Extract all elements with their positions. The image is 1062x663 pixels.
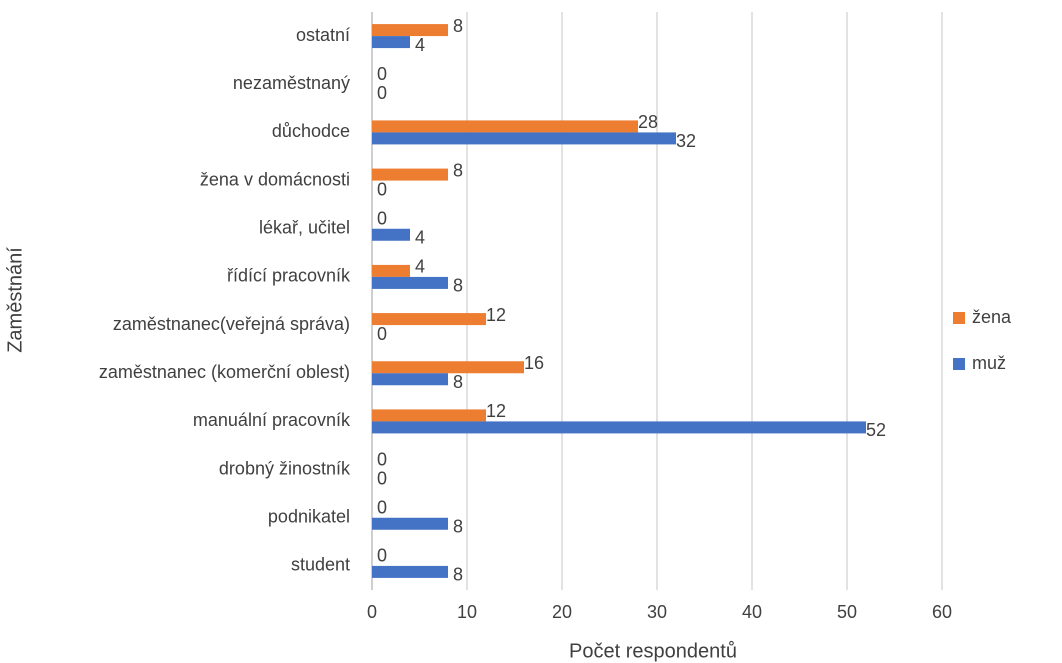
data-label: 0: [377, 468, 387, 488]
bar: [372, 565, 448, 578]
x-tick-label: 40: [742, 602, 762, 622]
x-tick-label: 20: [552, 602, 572, 622]
legend-swatch: [953, 312, 965, 324]
data-label: 0: [377, 209, 387, 229]
bar: [372, 168, 448, 181]
bar: [372, 313, 486, 326]
bar: [372, 120, 638, 133]
bar: [372, 421, 866, 434]
data-label: 16: [524, 353, 544, 373]
bar: [372, 132, 676, 145]
data-label: 0: [377, 64, 387, 84]
y-tick-label: důchodce: [272, 121, 350, 141]
legend-swatch: [953, 358, 965, 370]
data-label: 8: [453, 276, 463, 296]
legend-label: muž: [972, 353, 1006, 373]
bar: [372, 517, 448, 530]
x-tick-label: 50: [837, 602, 857, 622]
legend-label: žena: [972, 307, 1012, 327]
bar: [372, 24, 448, 37]
y-tick-label: drobný žinostník: [219, 458, 351, 478]
data-label: 0: [377, 449, 387, 469]
data-label: 8: [453, 565, 463, 585]
y-tick-label: lékař, učitel: [259, 218, 350, 238]
data-label: 0: [377, 498, 387, 518]
x-tick-label: 30: [647, 602, 667, 622]
bar: [372, 361, 524, 374]
x-tick-label: 60: [932, 602, 952, 622]
y-axis-label: Zaměstnání: [4, 247, 26, 353]
bar: [372, 264, 410, 277]
bar: [372, 228, 410, 241]
data-label: 52: [866, 420, 886, 440]
y-tick-label: zaměstnanec (komerční oblest): [99, 362, 350, 382]
bar: [372, 409, 486, 422]
data-label: 8: [453, 16, 463, 36]
data-label: 12: [486, 305, 506, 325]
data-label: 12: [486, 401, 506, 421]
x-tick-label: 0: [367, 602, 377, 622]
data-label: 0: [377, 179, 387, 199]
y-tick-label: zaměstnanec(veřejná správa): [113, 314, 350, 334]
y-tick-label: student: [291, 555, 350, 575]
y-tick-label: řídící pracovník: [227, 266, 351, 286]
y-tick-label: žena v domácnosti: [200, 169, 350, 189]
data-label: 0: [377, 83, 387, 103]
y-tick-label: podnikatel: [268, 507, 350, 527]
data-label: 8: [453, 517, 463, 537]
bar: [372, 36, 410, 49]
data-label: 0: [377, 546, 387, 566]
data-label: 8: [453, 160, 463, 180]
y-tick-label: ostatní: [296, 25, 350, 45]
data-label: 4: [415, 228, 425, 248]
data-label: 4: [415, 257, 425, 277]
bar: [372, 373, 448, 386]
data-label: 32: [676, 131, 696, 151]
y-tick-label: nezaměstnaný: [233, 73, 350, 93]
bar: [372, 276, 448, 289]
y-tick-label: manuální pracovník: [193, 410, 351, 430]
x-axis-label: Počet respondentů: [569, 640, 737, 662]
data-label: 4: [415, 35, 425, 55]
x-tick-label: 10: [457, 602, 477, 622]
data-label: 0: [377, 324, 387, 344]
data-label: 8: [453, 372, 463, 392]
data-label: 28: [638, 112, 658, 132]
